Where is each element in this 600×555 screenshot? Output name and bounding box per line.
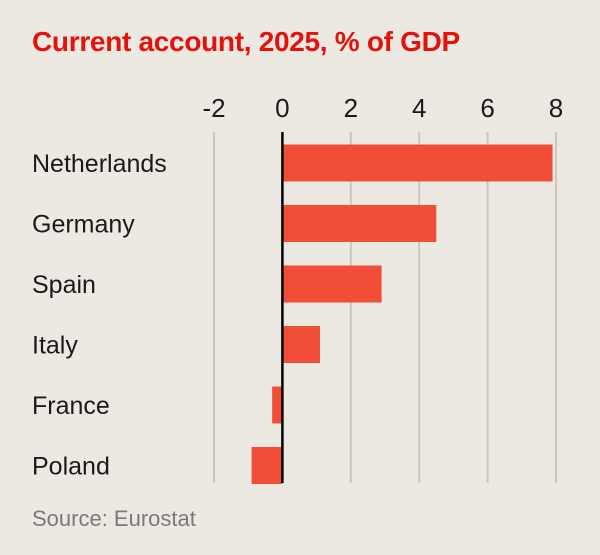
x-axis-ticks: -2 0 2 4 6 8 [202,93,563,123]
bar [282,326,321,363]
x-tick-label: 6 [480,93,494,123]
x-tick-label: 2 [344,93,358,123]
category-label: Italy [32,332,78,360]
source-note: Source: Eurostat [32,506,196,531]
bars [251,144,553,484]
x-tick-label: 8 [549,93,563,123]
bar [251,447,283,484]
category-label: Netherlands [32,150,167,178]
x-tick-label: -2 [202,93,225,123]
category-label: Germany [32,211,135,239]
category-label: Spain [32,271,96,299]
category-labels: Netherlands Germany Spain Italy France Poland [32,150,167,481]
bar [282,144,553,182]
x-tick-label: 0 [275,93,289,123]
category-label: Poland [32,453,110,481]
category-label: France [32,392,110,420]
x-tick-label: 4 [412,93,426,123]
bar [282,265,382,303]
bar [282,205,437,242]
chart-title: Current account, 2025, % of GDP [32,26,460,57]
bar [272,386,283,424]
gridlines [213,132,557,483]
